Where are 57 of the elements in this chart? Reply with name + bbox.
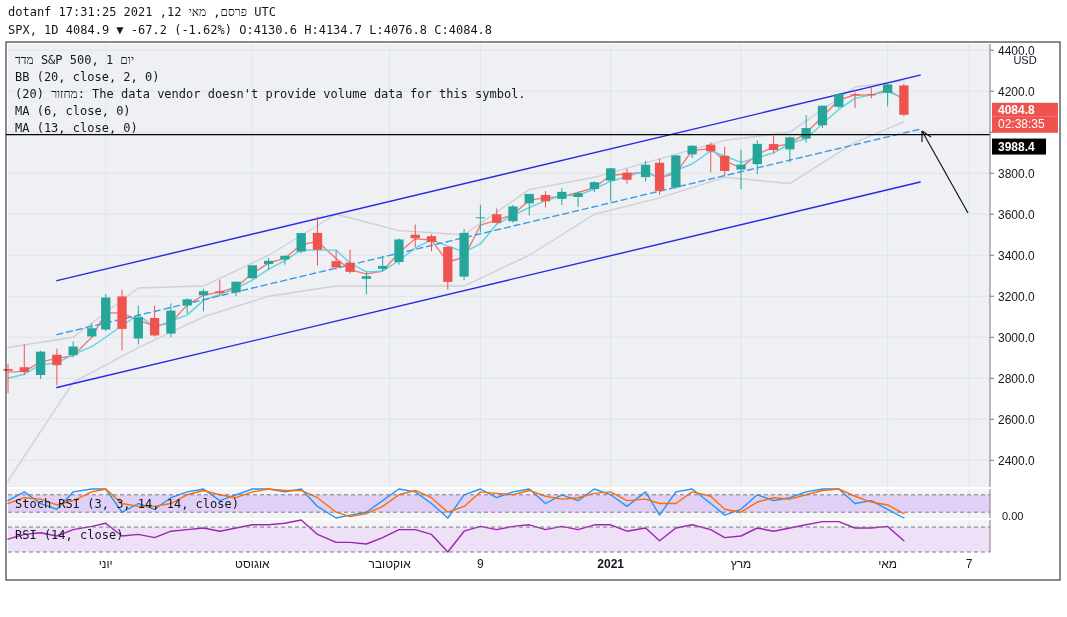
candlestick — [133, 304, 143, 345]
candlestick — [361, 271, 372, 295]
candlestick — [345, 249, 355, 275]
ref-line-label: 3988.4 — [998, 140, 1036, 155]
y-tick-label: 2400.0 — [998, 453, 1036, 468]
candlestick — [35, 350, 46, 380]
candlestick — [850, 91, 860, 109]
candlestick — [785, 136, 795, 163]
candlestick — [312, 216, 323, 267]
y-tick-label: 3200.0 — [998, 289, 1036, 304]
y-tick-label: 3400.0 — [998, 248, 1036, 263]
candlestick — [882, 82, 893, 107]
candlestick — [640, 160, 651, 182]
annotation: מחזור (20): The data vendor doesn't provide volume data for this symbol. — [15, 87, 526, 101]
candlestick — [622, 167, 632, 185]
y-tick-label: 3600.0 — [998, 207, 1036, 222]
y-tick-label: 2600.0 — [998, 412, 1036, 427]
candlestick — [573, 190, 583, 208]
y-tick-label: 3800.0 — [998, 166, 1036, 181]
annotation: BB (20, close, 2, 0) — [15, 70, 160, 84]
x-tick-label: מרץ — [730, 557, 752, 571]
candlestick — [198, 288, 209, 312]
text: 4084.8 — [998, 102, 1036, 117]
annotation: מדד S&P 500, 1 יום — [15, 53, 135, 67]
candlestick — [3, 363, 13, 394]
candlestick — [149, 304, 160, 337]
candlestick — [52, 348, 62, 386]
annotation: MA (6, close, 0) — [15, 104, 131, 118]
chart-title: dotanf פרסם, מאי 12, 2021 17:31:25 UTC — [8, 5, 276, 19]
annotation: MA (13, close, 0) — [15, 121, 138, 135]
y-axis-title: USD — [1013, 54, 1037, 66]
text: 0.00 — [1002, 510, 1024, 522]
candlestick — [866, 86, 876, 99]
x-tick-label: 9 — [477, 557, 485, 571]
y-tick-label: 4200.0 — [998, 84, 1036, 99]
candlestick — [166, 302, 176, 338]
candlestick — [280, 254, 290, 266]
candlestick — [606, 167, 616, 202]
candlestick — [394, 237, 404, 266]
y-tick-label: 2800.0 — [998, 371, 1036, 386]
candlestick — [331, 249, 341, 271]
x-tick-label: יוני — [98, 557, 113, 571]
x-tick-label: מאי — [878, 557, 898, 571]
y-tick-label: 3000.0 — [998, 330, 1036, 345]
candlestick — [752, 139, 762, 175]
x-tick-label: אוגוסט — [235, 557, 271, 571]
candlestick — [720, 146, 730, 176]
x-tick-label: 7 — [965, 557, 973, 571]
candlestick — [801, 114, 811, 144]
candlestick — [475, 204, 486, 233]
x-tick-label: 2021 — [597, 557, 625, 571]
x-tick-label: אוקטובר — [368, 557, 412, 571]
candlestick — [736, 149, 746, 190]
text: 02:38:35 — [998, 116, 1046, 131]
candlestick — [19, 343, 29, 376]
chart-subtitle: SPX, 1D 4084.9 ▼ -67.2 (-1.62%) O:4130.6 H:4134.7 L:4076.8 C:4084.8 — [8, 23, 493, 37]
line-series — [7, 121, 905, 482]
